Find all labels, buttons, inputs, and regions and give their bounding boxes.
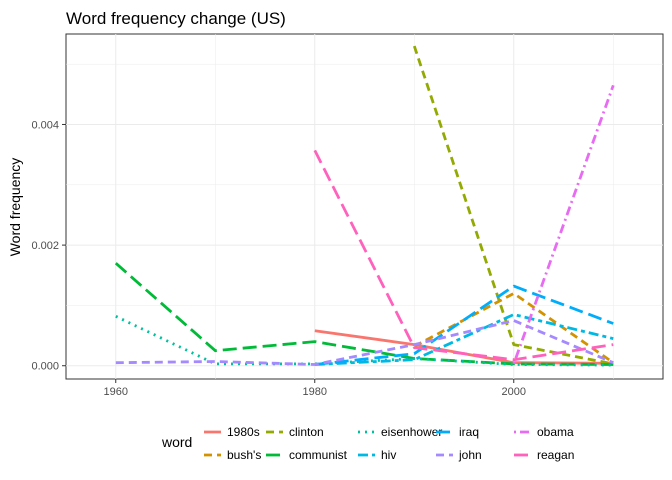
series-line-clinton [412,45,614,366]
x-tick-label: 2000 [502,386,526,398]
chart-title: Word frequency change (US) [66,9,286,28]
legend-label: iraq [459,425,479,439]
series-line-obama [512,84,615,365]
legend-item-bush's: bush's [204,448,261,462]
legend-label: clinton [289,425,324,439]
legend-label: john [458,448,482,462]
legend: 1980s bush's clinton communist eisenhower hiv… [204,425,574,462]
legend-item-communist: communist [266,448,348,462]
x-tick-label: 1960 [104,386,128,398]
series-line-iraq [314,284,614,366]
y-axis-title: Word frequency [7,158,23,257]
legend-item-iraq: iraq [436,425,479,439]
y-tick-label: 0.004 [31,119,59,131]
legend-label: eisenhower [381,425,442,439]
legend-title: word [161,434,192,450]
legend-item-hiv: hiv [358,448,396,462]
legend-label: 1980s [227,425,260,439]
legend-item-obama: obama [514,425,574,439]
axes: 1960 1980 2000 0.000 0.002 0.004 [31,119,526,398]
series-line-john [115,319,614,366]
legend-label: hiv [381,448,396,462]
legend-item-reagan: reagan [514,448,574,462]
x-tick-label: 1980 [303,386,327,398]
legend-label: communist [289,448,348,462]
legend-item-1980s: 1980s [204,425,260,439]
series-line-hiv [314,313,614,366]
legend-item-clinton: clinton [266,425,324,439]
legend-label: reagan [537,448,574,462]
y-tick-label: 0.002 [31,240,59,252]
legend-label: obama [537,425,574,439]
legend-item-john: john [436,448,482,462]
grid [66,34,663,379]
series-lines [114,45,615,367]
legend-label: bush's [227,448,261,462]
series-line-communist [114,262,614,366]
y-tick-label: 0.000 [31,361,59,373]
legend-item-eisenhower: eisenhower [358,425,442,439]
plot-panel [65,33,664,380]
series-line-reagan [313,149,614,362]
